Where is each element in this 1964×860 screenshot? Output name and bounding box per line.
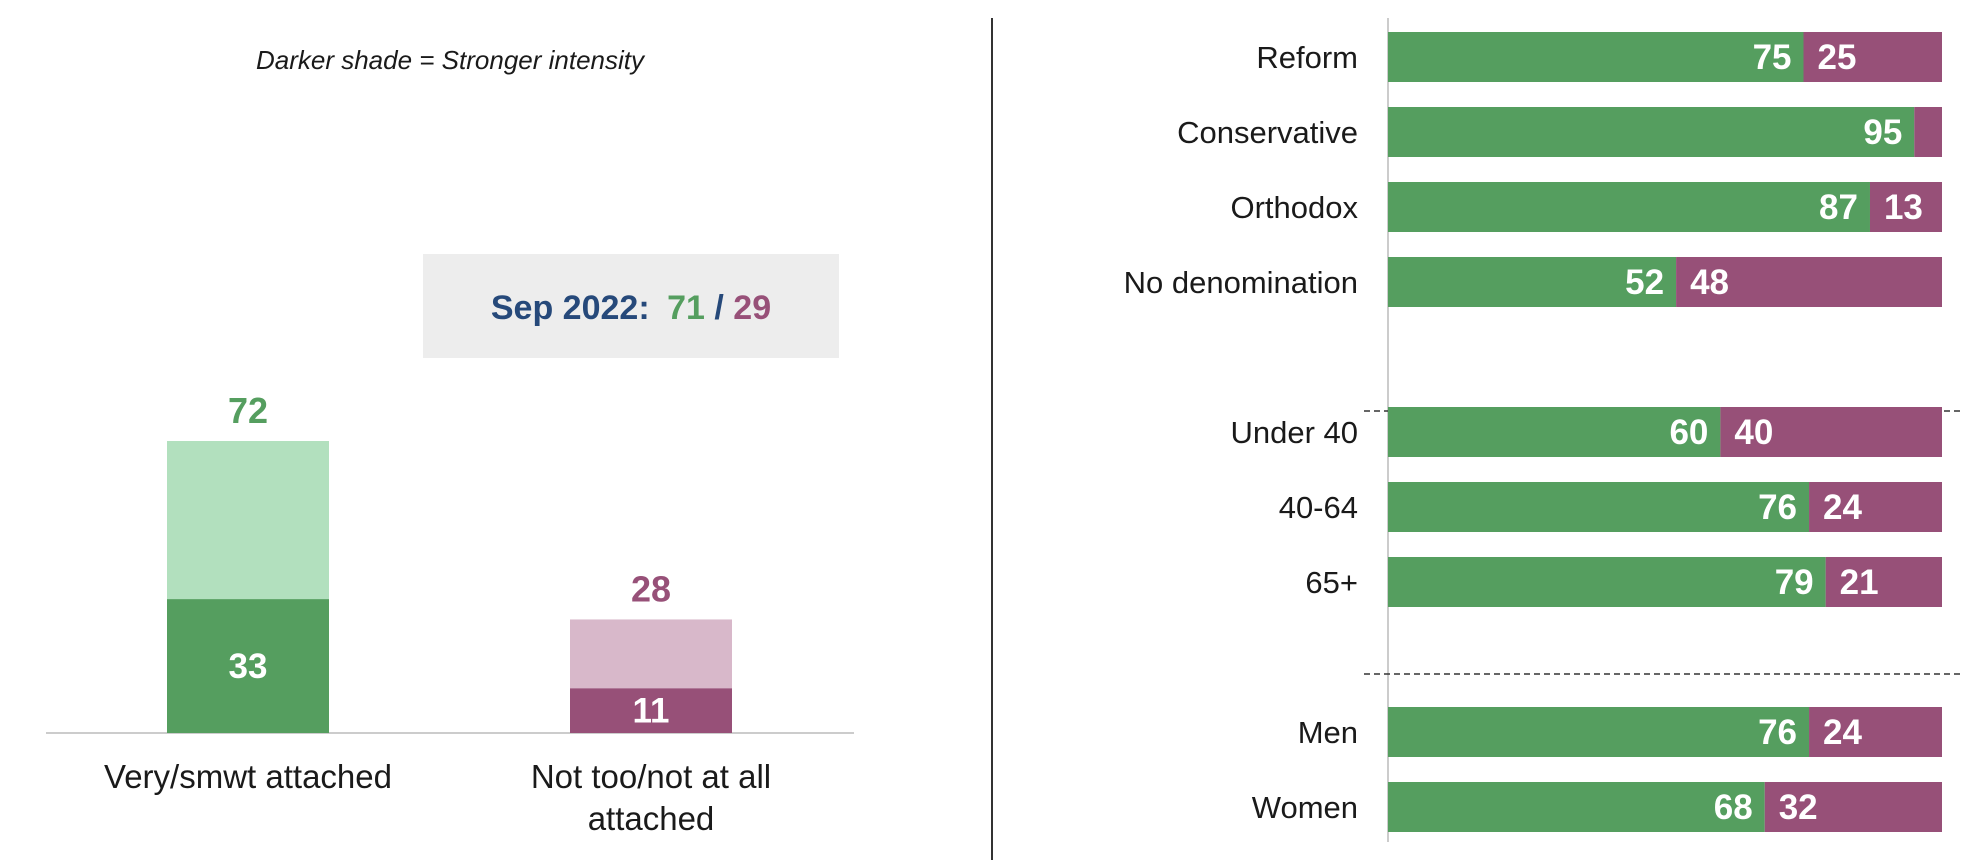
bar-segment-attached xyxy=(1388,407,1721,457)
bar-value-attached: 60 xyxy=(1669,413,1708,452)
bar-segment-not-attached xyxy=(1803,32,1942,82)
bar-segment-attached xyxy=(1388,482,1810,532)
bar-segment-not-attached xyxy=(1914,107,1942,157)
bar-strong-label: 11 xyxy=(633,692,670,731)
bar-value-not-attached: 25 xyxy=(1818,38,1857,77)
callout-slash: / xyxy=(714,289,724,327)
bar-value-not-attached: 48 xyxy=(1690,263,1729,302)
bar-segment-attached xyxy=(1388,257,1677,307)
attachment-bar-chart: 72 33 Very/smwt attached 28 11 Not too/not at… xyxy=(46,390,854,837)
bar-value-attached: 95 xyxy=(1863,113,1902,152)
callout-background xyxy=(423,254,839,358)
bar-strong-label: 33 xyxy=(229,647,268,686)
category-label: Not too/not at all xyxy=(531,758,771,795)
bar-value-attached: 52 xyxy=(1625,263,1664,302)
bar-segment-attached xyxy=(1388,782,1765,832)
bar-total-label: 28 xyxy=(631,568,671,609)
bar-value-attached: 79 xyxy=(1775,563,1814,602)
bar-value-attached: 87 xyxy=(1819,188,1858,227)
bar-segment-not-attached xyxy=(1764,782,1942,832)
row-label: Conservative xyxy=(1177,115,1358,150)
bar-segment-not-attached xyxy=(1825,557,1942,607)
bar-segment-not-attached xyxy=(1869,182,1942,232)
bar-total-label: 72 xyxy=(228,390,268,431)
bar-strong xyxy=(167,599,329,733)
bar-value-not-attached: 13 xyxy=(1884,188,1923,227)
bar-value-attached: 76 xyxy=(1758,713,1797,752)
bar-value-attached: 76 xyxy=(1758,488,1797,527)
row-label: 40-64 xyxy=(1279,490,1358,525)
bar-segment-attached xyxy=(1388,32,1804,82)
callout-text: Sep 2022: 71 / 29 xyxy=(491,289,771,327)
category-label: attached xyxy=(588,800,715,837)
bar-value-attached: 75 xyxy=(1753,38,1792,77)
row-label: Women xyxy=(1252,790,1358,825)
row-label: Orthodox xyxy=(1230,190,1358,225)
callout-value-not-attached: 29 xyxy=(733,289,771,327)
row-label: No denomination xyxy=(1124,265,1358,300)
callout-label: Sep 2022: xyxy=(491,289,650,327)
bar-segment-not-attached xyxy=(1809,482,1942,532)
bar-segment-not-attached xyxy=(1676,257,1942,307)
bar-value-not-attached: 32 xyxy=(1779,788,1818,827)
intensity-note: Darker shade = Stronger intensity xyxy=(256,45,646,75)
bar-segment-attached xyxy=(1388,182,1870,232)
row-label: Men xyxy=(1298,715,1358,750)
bar-segment-attached xyxy=(1388,107,1915,157)
bar-segment-attached xyxy=(1388,557,1826,607)
bar-value-attached: 68 xyxy=(1714,788,1753,827)
row-label: Under 40 xyxy=(1230,415,1358,450)
bar-value-not-attached: 24 xyxy=(1823,488,1862,527)
category-label: Very/smwt attached xyxy=(104,758,392,795)
bar-segment-not-attached xyxy=(1809,707,1942,757)
callout-value-attached: 71 xyxy=(667,289,705,327)
bar-value-not-attached: 21 xyxy=(1840,563,1879,602)
row-label: Reform xyxy=(1256,40,1358,75)
callout-box: Sep 2022: 71 / 29 xyxy=(423,254,839,358)
subgroup-bar-chart: Reform 75 25 Conservative 95 Orthodox 87 13 No d… xyxy=(1124,18,1964,842)
bar-segment-not-attached xyxy=(1720,407,1942,457)
bar-value-not-attached: 40 xyxy=(1734,413,1773,452)
row-label: 65+ xyxy=(1305,565,1358,600)
bar-segment-attached xyxy=(1388,707,1810,757)
bar-value-not-attached: 24 xyxy=(1823,713,1862,752)
bar-strong xyxy=(570,688,732,733)
